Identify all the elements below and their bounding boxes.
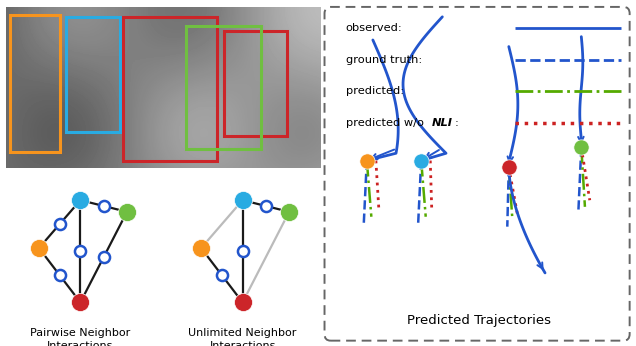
Text: predicted:: predicted:	[346, 86, 404, 96]
Bar	[123, 17, 218, 161]
Bar	[224, 31, 287, 136]
Text: Unlimited Neighbor
Interactions: Unlimited Neighbor Interactions	[188, 328, 297, 346]
Text: NLI: NLI	[432, 118, 453, 128]
Text: ground truth:: ground truth:	[346, 55, 422, 65]
Text: Pairwise Neighbor
Interactions: Pairwise Neighbor Interactions	[31, 328, 130, 346]
FancyBboxPatch shape	[324, 7, 630, 341]
Bar	[66, 17, 120, 133]
Bar	[10, 15, 60, 152]
Text: :: :	[454, 118, 459, 128]
Text: predicted w/o: predicted w/o	[346, 118, 427, 128]
Text: Predicted Trajectories: Predicted Trajectories	[406, 315, 551, 327]
Bar	[186, 26, 261, 148]
Text: observed:: observed:	[346, 24, 403, 34]
